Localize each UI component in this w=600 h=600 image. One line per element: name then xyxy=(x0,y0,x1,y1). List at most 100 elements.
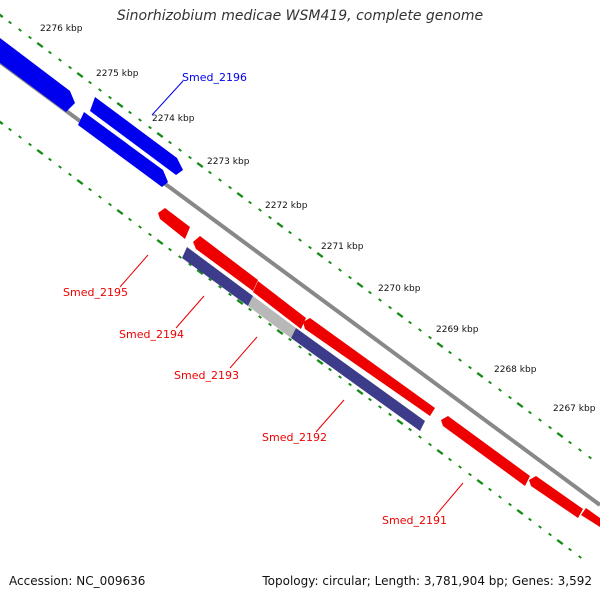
gene-smed-2196[interactable] xyxy=(0,38,183,187)
tick-mark xyxy=(448,350,452,355)
smed-2195-cds[interactable] xyxy=(158,208,190,239)
tick-label: 2274 kbp xyxy=(152,114,195,124)
smed-2196-segment-c[interactable] xyxy=(78,112,168,187)
label-smed-2196: Smed_2196 xyxy=(182,71,247,84)
tick-mark xyxy=(388,305,392,310)
tick-mark xyxy=(356,281,364,289)
tick-mark xyxy=(338,268,342,272)
gene-smed-2192[interactable] xyxy=(291,318,435,431)
tick-mark xyxy=(428,335,432,340)
tick-mark xyxy=(148,125,152,130)
smed-2191-cds-b[interactable] xyxy=(529,476,583,518)
tick-mark xyxy=(538,525,542,529)
tick-mark xyxy=(568,440,572,445)
gene-smed-2194[interactable] xyxy=(182,236,258,306)
tick-mark xyxy=(138,225,142,229)
smed-2194-cds[interactable] xyxy=(193,236,258,291)
gene-smed-2191[interactable] xyxy=(441,416,600,527)
tick-mark xyxy=(258,315,262,319)
tick-mark xyxy=(258,208,262,212)
tick-mark xyxy=(88,187,92,192)
tick-mark xyxy=(498,495,502,499)
tick-mark xyxy=(28,35,32,40)
tick-mark xyxy=(538,418,542,422)
tick-mark xyxy=(188,155,192,160)
tick-mark xyxy=(178,148,182,152)
tick-mark xyxy=(68,65,72,70)
tick-mark xyxy=(368,290,372,295)
tick-label: 2273 kbp xyxy=(207,157,250,167)
tick-mark xyxy=(8,127,12,132)
tick-mark xyxy=(308,245,312,250)
tick-mark xyxy=(28,142,32,147)
tick-mark xyxy=(236,191,244,199)
tick-mark xyxy=(316,251,324,259)
tick-mark xyxy=(556,431,564,439)
gene-smed-2195[interactable] xyxy=(158,208,190,239)
tick-mark xyxy=(468,472,472,477)
tick-mark xyxy=(476,371,484,379)
tick-mark xyxy=(196,161,204,169)
tick-mark xyxy=(168,247,172,252)
tick-label: 2270 kbp xyxy=(378,284,421,294)
topology-text: Topology: circular; Length: 3,781,904 bp… xyxy=(262,574,592,588)
tick-mark xyxy=(508,395,512,400)
tick-mark xyxy=(236,298,244,306)
tick-mark xyxy=(548,532,552,537)
tick-mark xyxy=(328,367,332,372)
tick-mark xyxy=(228,185,232,190)
tick-mark xyxy=(468,365,472,370)
tick-mark xyxy=(276,221,284,229)
smed-2192-gene-track[interactable] xyxy=(291,328,425,431)
tick-mark xyxy=(116,208,124,216)
tick-mark xyxy=(498,388,502,392)
tick-mark xyxy=(8,20,12,25)
tick-mark xyxy=(268,215,272,220)
tick-mark xyxy=(288,230,292,235)
tick-label: 2267 kbp xyxy=(553,404,596,414)
tick-mark xyxy=(156,238,164,246)
tick-mark xyxy=(328,260,332,265)
leader-smed-2195 xyxy=(119,254,149,288)
smed-2192-cds[interactable] xyxy=(303,318,435,416)
tick-mark xyxy=(588,455,592,460)
tick-mark xyxy=(276,328,284,336)
smed-2194-gene-track[interactable] xyxy=(182,247,253,306)
tick-label: 2275 kbp xyxy=(96,69,139,79)
leader-smed-2193 xyxy=(229,336,258,369)
smed-2193-cds[interactable] xyxy=(253,281,306,329)
topology-info: Topology: circular; Length: 3,781,904 bp… xyxy=(262,574,592,588)
tick-mark xyxy=(568,547,572,552)
tick-mark xyxy=(396,311,404,319)
tick-mark xyxy=(348,275,352,280)
leader-smed-2192 xyxy=(315,399,345,433)
tick-mark xyxy=(0,120,4,126)
tick-label: 2271 kbp xyxy=(321,242,364,252)
gene-smed-2193[interactable] xyxy=(248,281,306,338)
smed-2191-cds-a[interactable] xyxy=(441,416,530,486)
tick-mark xyxy=(36,41,44,49)
smed-2196-segment-b[interactable] xyxy=(90,97,183,175)
tick-mark xyxy=(338,375,342,379)
smed-2193-gene-track[interactable] xyxy=(248,296,296,338)
tick-mark xyxy=(298,238,302,242)
tick-mark xyxy=(356,388,364,396)
label-smed-2191: Smed_2191 xyxy=(382,514,447,527)
smed-2191-cds-c[interactable] xyxy=(581,508,600,527)
smed-2196-segment-a[interactable] xyxy=(0,38,75,112)
label-smed-2194: Smed_2194 xyxy=(119,328,184,341)
tick-mark xyxy=(488,487,492,492)
label-smed-2195: Smed_2195 xyxy=(63,286,128,299)
tick-mark xyxy=(148,232,152,237)
tick-mark xyxy=(548,425,552,430)
tick-mark xyxy=(48,50,52,55)
tick-mark xyxy=(458,358,462,362)
leader-lines xyxy=(119,80,464,516)
tick-mark xyxy=(418,435,422,439)
tick-mark xyxy=(476,478,484,486)
tick-mark xyxy=(436,448,444,456)
tick-mark xyxy=(288,337,292,342)
tick-mark xyxy=(396,418,404,426)
tick-label: 2276 kbp xyxy=(40,24,83,34)
tick-mark xyxy=(218,285,222,289)
